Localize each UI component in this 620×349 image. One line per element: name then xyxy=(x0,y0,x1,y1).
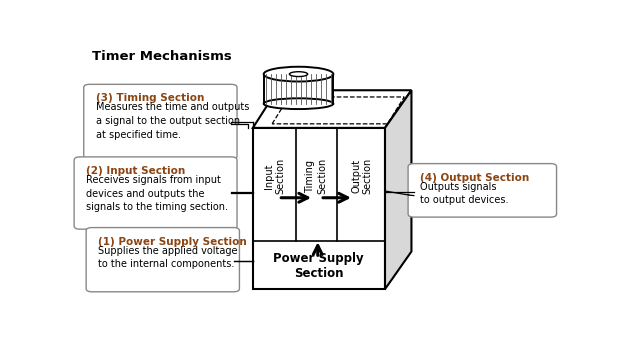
FancyBboxPatch shape xyxy=(86,228,239,292)
FancyBboxPatch shape xyxy=(74,157,237,229)
Ellipse shape xyxy=(264,67,334,82)
Polygon shape xyxy=(253,128,385,289)
Text: Input
Section: Input Section xyxy=(264,158,285,194)
Text: Timer Mechanisms: Timer Mechanisms xyxy=(92,50,232,63)
FancyBboxPatch shape xyxy=(408,164,557,217)
Text: Supplies the applied voltage
to the internal components.: Supplies the applied voltage to the inte… xyxy=(98,246,237,269)
Text: (3) Timing Section: (3) Timing Section xyxy=(95,94,204,103)
Polygon shape xyxy=(253,90,412,128)
FancyBboxPatch shape xyxy=(264,74,334,104)
Text: Output
Section: Output Section xyxy=(351,158,373,194)
Ellipse shape xyxy=(264,98,334,109)
FancyBboxPatch shape xyxy=(84,84,237,159)
Text: (2) Input Section: (2) Input Section xyxy=(86,166,185,176)
Text: Receives signals from input
devices and outputs the
signals to the timing sectio: Receives signals from input devices and … xyxy=(86,175,228,212)
Ellipse shape xyxy=(290,72,308,76)
Text: Measures the time and outputs
a signal to the output section
at specified time.: Measures the time and outputs a signal t… xyxy=(95,102,249,140)
Polygon shape xyxy=(385,90,412,289)
Text: Outputs signals
to output devices.: Outputs signals to output devices. xyxy=(420,181,508,205)
Text: Power Supply
Section: Power Supply Section xyxy=(273,252,364,280)
Text: (4) Output Section: (4) Output Section xyxy=(420,173,529,183)
Text: (1) Power Supply Section: (1) Power Supply Section xyxy=(98,237,247,247)
Text: Timing
Section: Timing Section xyxy=(306,158,327,194)
